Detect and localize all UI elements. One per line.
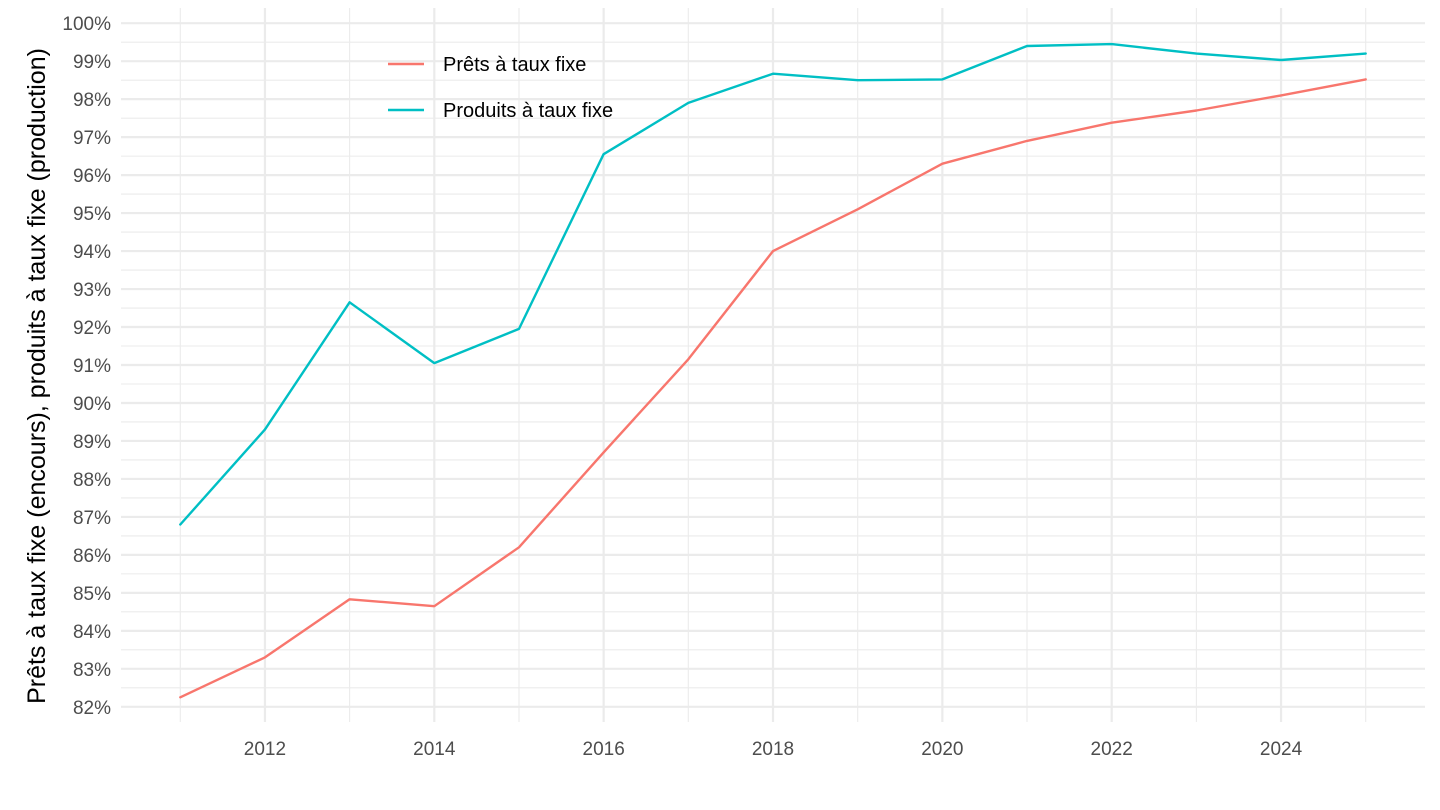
x-tick-label: 2022 <box>1091 739 1133 760</box>
y-tick-label: 98% <box>73 90 111 111</box>
y-tick-label: 92% <box>73 318 111 339</box>
major-gridlines <box>121 8 1425 722</box>
x-tick-label: 2012 <box>244 739 286 760</box>
y-tick-label: 100% <box>62 14 111 35</box>
y-tick-label: 82% <box>73 698 111 719</box>
y-tick-label: 95% <box>73 204 111 225</box>
x-tick-label: 2016 <box>583 739 625 760</box>
y-axis-tick-labels: 82% 83% 84% 85% 86% 87% 88% 89% 90% 91% 92% 93% 94% 9… <box>62 14 111 719</box>
y-tick-label: 94% <box>73 242 111 263</box>
x-tick-label: 2018 <box>752 739 794 760</box>
y-tick-label: 86% <box>73 546 111 567</box>
y-tick-label: 89% <box>73 432 111 453</box>
x-tick-label: 2024 <box>1260 739 1303 760</box>
y-tick-label: 88% <box>73 470 111 491</box>
y-tick-label: 99% <box>73 52 111 73</box>
series-line-2 <box>179 42 1367 526</box>
y-tick-label: 87% <box>73 508 111 529</box>
y-tick-label: 96% <box>73 166 111 187</box>
y-tick-label: 85% <box>73 584 111 605</box>
legend: Prêts à taux fixe Produits à taux fixe <box>388 54 613 122</box>
legend-label-1: Prêts à taux fixe <box>443 54 586 76</box>
x-axis-tick-labels: 2012 2014 2016 2018 2020 2022 2024 <box>244 739 1303 760</box>
series-layer <box>179 42 1367 699</box>
y-tick-label: 90% <box>73 394 111 415</box>
x-tick-label: 2014 <box>413 739 456 760</box>
x-tick-label: 2020 <box>921 739 963 760</box>
y-tick-label: 93% <box>73 280 111 301</box>
y-tick-label: 83% <box>73 660 111 681</box>
legend-label-2: Produits à taux fixe <box>443 100 613 122</box>
y-tick-label: 91% <box>73 356 111 377</box>
y-tick-label: 84% <box>73 622 111 643</box>
series-line-1 <box>179 78 1367 699</box>
y-axis-title: Prêts à taux fixe (encours), produits à … <box>23 48 51 704</box>
y-tick-label: 97% <box>73 128 111 149</box>
